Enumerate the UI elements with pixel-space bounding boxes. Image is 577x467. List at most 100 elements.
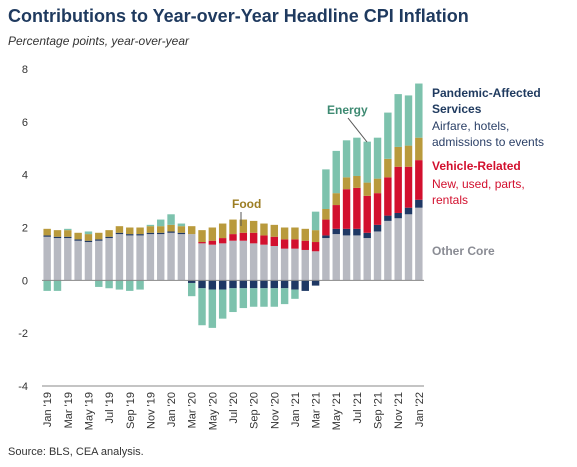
- bar-segment-energy: [53, 280, 62, 291]
- bar-segment-energy: [270, 288, 279, 307]
- bar-segment-vehicle-related: [249, 232, 258, 244]
- y-tick-label: -2: [18, 328, 28, 340]
- bar-segment-other-core: [95, 240, 103, 281]
- bar-segment-pandemic-affected-services: [239, 280, 248, 289]
- bar-segment-other-core: [353, 235, 361, 281]
- bar-segment-pandemic-affected-services: [198, 280, 206, 289]
- bar-segment-vehicle-related: [353, 187, 361, 229]
- food-annotation: Food: [232, 197, 261, 211]
- bar-segment-energy: [342, 140, 351, 178]
- x-tick-label: Jan '20: [166, 392, 178, 427]
- bar-segment-vehicle-related: [198, 242, 206, 244]
- bar-segment-food: [332, 193, 340, 206]
- bar-segment-energy: [280, 288, 289, 305]
- bar-segment-energy: [126, 280, 134, 291]
- bar-segment-vehicle-related: [291, 239, 299, 249]
- bar-segment-energy: [332, 150, 340, 194]
- bar-segment-food: [301, 228, 309, 241]
- y-tick-label: 2: [22, 223, 28, 235]
- bar-segment-food: [229, 219, 237, 235]
- bar-segment-food: [177, 226, 186, 233]
- bar-segment-other-core: [167, 232, 175, 281]
- bar-segment-pandemic-affected-services: [74, 239, 82, 241]
- y-tick-label: -4: [18, 381, 28, 393]
- x-tick-label: Sep '21: [373, 392, 385, 429]
- bar-segment-vehicle-related: [260, 235, 268, 245]
- x-tick-label: Mar '21: [311, 392, 323, 428]
- y-tick-label: 0: [22, 275, 28, 287]
- bar-segment-vehicle-related: [301, 240, 309, 250]
- x-tick-label: Nov '19: [145, 392, 157, 429]
- bar-segment-energy: [404, 95, 413, 146]
- bar-segment-other-core: [208, 244, 217, 281]
- bar-segment-other-core: [373, 231, 382, 281]
- other-core-annotation: Other Core: [432, 244, 495, 258]
- bar-segment-pandemic-affected-services: [260, 280, 268, 289]
- bar-segment-energy: [260, 288, 268, 307]
- bar-segment-food: [136, 227, 144, 235]
- bar-segment-pandemic-affected-services: [353, 228, 361, 236]
- bar-segment-vehicle-related: [404, 166, 413, 208]
- bar-segment-vehicle-related: [270, 236, 279, 246]
- bar-segment-vehicle-related: [322, 219, 330, 236]
- bar-segment-pandemic-affected-services: [157, 232, 165, 235]
- bar-segment-other-core: [126, 235, 134, 281]
- bar-segment-other-core: [332, 234, 340, 281]
- bar-segment-energy: [105, 280, 113, 289]
- bar-segment-energy: [291, 289, 299, 299]
- bar-segment-food: [208, 227, 217, 241]
- bar-segment-vehicle-related: [342, 189, 351, 229]
- bar-segment-vehicle-related: [373, 193, 382, 225]
- bar-segment-other-core: [291, 248, 299, 281]
- bar-segment-pandemic-affected-services: [105, 236, 113, 239]
- bar-segment-other-core: [198, 243, 206, 281]
- bar-segment-other-core: [115, 234, 124, 281]
- bars-layer: [43, 83, 423, 328]
- bar-segment-energy: [64, 228, 72, 231]
- bar-segment-energy: [394, 94, 402, 147]
- bar-segment-pandemic-affected-services: [136, 234, 144, 236]
- x-axis: Jan '19 Mar '19 May '19 Jul '19 Sep '19 Nov '…: [42, 279, 426, 430]
- x-tick-label: Jul '21: [352, 392, 364, 423]
- bar-segment-pandemic-affected-services: [167, 231, 175, 233]
- bar-segment-energy: [146, 224, 155, 227]
- bar-segment-pandemic-affected-services: [249, 280, 258, 289]
- bar-segment-vehicle-related: [415, 160, 423, 200]
- bar-segment-pandemic-affected-services: [218, 280, 227, 290]
- bar-segment-vehicle-related: [239, 232, 248, 241]
- bar-segment-pandemic-affected-services: [404, 207, 413, 215]
- bar-segment-food: [167, 224, 175, 232]
- bar-segment-pandemic-affected-services: [187, 280, 196, 283]
- bar-segment-vehicle-related: [384, 177, 392, 216]
- energy-leader-line: [347, 117, 368, 143]
- bar-segment-food: [249, 220, 258, 233]
- bar-segment-food: [115, 226, 124, 233]
- bar-segment-other-core: [363, 238, 371, 281]
- y-tick-label: 4: [22, 170, 28, 182]
- bar-segment-other-core: [64, 238, 72, 281]
- x-tick-label: Jan '19: [42, 392, 54, 427]
- bar-segment-other-core: [322, 238, 330, 281]
- bar-segment-vehicle-related: [229, 234, 237, 241]
- bar-segment-other-core: [74, 240, 82, 281]
- bar-segment-pandemic-affected-services: [270, 280, 279, 289]
- bar-segment-other-core: [280, 248, 289, 281]
- bar-segment-other-core: [342, 235, 351, 281]
- bar-segment-other-core: [136, 235, 144, 281]
- bar-segment-pandemic-affected-services: [342, 228, 351, 236]
- bar-segment-other-core: [218, 243, 227, 281]
- bar-segment-pandemic-affected-services: [229, 280, 237, 289]
- bar-segment-pandemic-affected-services: [146, 232, 155, 235]
- bar-segment-energy: [384, 112, 392, 159]
- bar-segment-food: [415, 137, 423, 161]
- bar-segment-other-core: [229, 240, 237, 281]
- y-tick-label: 6: [22, 117, 28, 129]
- bar-segment-vehicle-related: [332, 205, 340, 229]
- bar-segment-energy: [353, 137, 361, 176]
- bar-segment-energy: [373, 137, 382, 179]
- bar-segment-vehicle-related: [394, 166, 402, 213]
- x-tick-label: May '20: [207, 392, 219, 430]
- bar-segment-pandemic-affected-services: [115, 232, 124, 235]
- x-tick-label: May '19: [83, 392, 95, 430]
- bar-segment-other-core: [105, 238, 113, 281]
